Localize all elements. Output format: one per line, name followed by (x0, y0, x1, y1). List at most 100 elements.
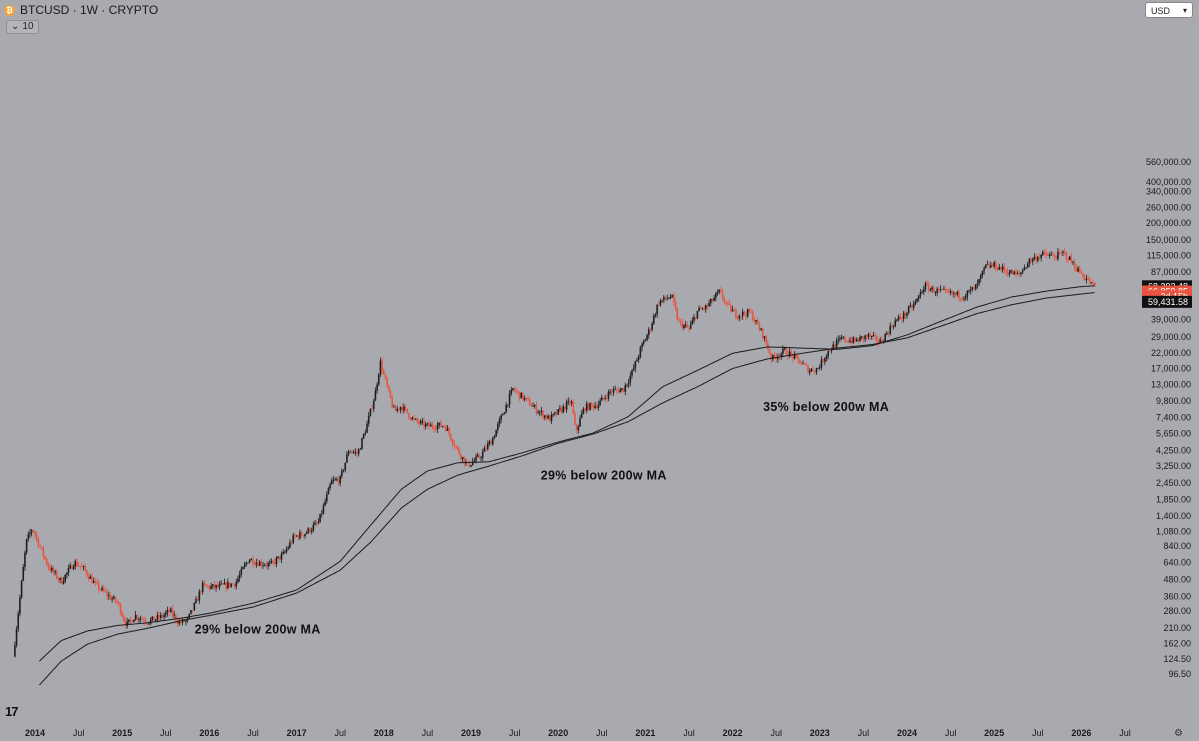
candle (889, 322, 892, 336)
candle (1026, 261, 1029, 269)
candle (807, 364, 809, 374)
candle (855, 337, 858, 343)
candle (616, 387, 618, 394)
candle (498, 416, 501, 428)
candle (959, 298, 962, 302)
candle (731, 305, 734, 312)
candle (562, 403, 565, 414)
candle (872, 331, 875, 337)
candle (726, 301, 729, 307)
candle (1047, 252, 1049, 256)
candle (128, 619, 130, 625)
candle (929, 287, 932, 292)
candle (441, 425, 444, 428)
candle (1018, 269, 1021, 278)
candle (213, 581, 216, 591)
candle (976, 279, 979, 289)
candle (545, 413, 548, 422)
x-tick-label: 2019 (461, 728, 481, 738)
candle (629, 371, 632, 387)
candle (735, 308, 737, 320)
candle (574, 410, 576, 426)
candle (107, 591, 110, 600)
candle (208, 585, 211, 592)
candle (399, 406, 402, 414)
candle (798, 359, 801, 365)
candle (859, 335, 861, 342)
candle (61, 576, 63, 585)
candle (1038, 253, 1041, 260)
candle (1075, 264, 1078, 273)
candle (954, 292, 957, 297)
candle (248, 558, 251, 564)
svg-text:59,431.58: 59,431.58 (1148, 297, 1188, 307)
candle (587, 401, 590, 411)
y-tick-label: 13,000.00 (1151, 379, 1191, 389)
interval-selector[interactable]: ⌄ 10 (6, 20, 39, 34)
candle (1062, 250, 1064, 256)
candle (748, 307, 751, 313)
candle (448, 426, 450, 437)
x-tick-label: Jul (1032, 728, 1044, 738)
candle (1030, 257, 1032, 264)
candle (864, 334, 866, 343)
candle (721, 288, 724, 301)
candle (252, 555, 254, 568)
symbol-title[interactable]: BTCUSD · 1W · CRYPTO (20, 3, 159, 17)
candle (842, 336, 845, 340)
candle (907, 305, 910, 315)
candle (619, 387, 622, 393)
price-tag: 59,431.58 (1142, 295, 1192, 308)
candle (632, 364, 635, 372)
candle (304, 533, 306, 539)
candle (916, 298, 918, 303)
candle (567, 397, 570, 406)
candle (118, 601, 120, 608)
candle (777, 353, 779, 364)
candle (153, 616, 155, 621)
candle (812, 366, 814, 372)
candle (230, 583, 232, 588)
currency-select[interactable]: USD ▾ (1145, 2, 1193, 18)
candle (123, 613, 125, 623)
gear-icon[interactable]: ⚙ (1174, 728, 1183, 739)
candle (909, 302, 912, 308)
candle (939, 285, 942, 293)
candle (374, 387, 377, 401)
candle (590, 401, 593, 409)
candle (69, 562, 72, 570)
candle (314, 519, 316, 526)
candle (1072, 260, 1074, 266)
candle (233, 583, 236, 590)
candle (414, 418, 417, 421)
candle (438, 422, 440, 429)
candle (985, 264, 987, 269)
candle (579, 415, 581, 427)
candle (42, 545, 45, 560)
candle (220, 580, 222, 586)
candle (647, 327, 650, 339)
candle (1087, 275, 1089, 281)
candle (1008, 269, 1011, 278)
candle (357, 448, 360, 457)
x-tick-label: 2017 (287, 728, 307, 738)
candle (971, 287, 974, 292)
candle (163, 612, 165, 621)
candle (569, 397, 571, 407)
candle (1077, 265, 1079, 273)
candle (223, 578, 226, 585)
y-tick-label: 1,080.00 (1156, 526, 1191, 536)
candle (418, 419, 420, 428)
candle (302, 535, 305, 539)
candle (486, 440, 489, 451)
candle (738, 314, 741, 322)
tradingview-logo-icon[interactable]: 17 (5, 704, 19, 719)
candle (944, 285, 947, 294)
candle (446, 425, 449, 431)
candle (488, 439, 491, 447)
candle (597, 400, 600, 411)
candle (713, 295, 715, 302)
candle (639, 345, 642, 359)
candle (119, 602, 122, 616)
